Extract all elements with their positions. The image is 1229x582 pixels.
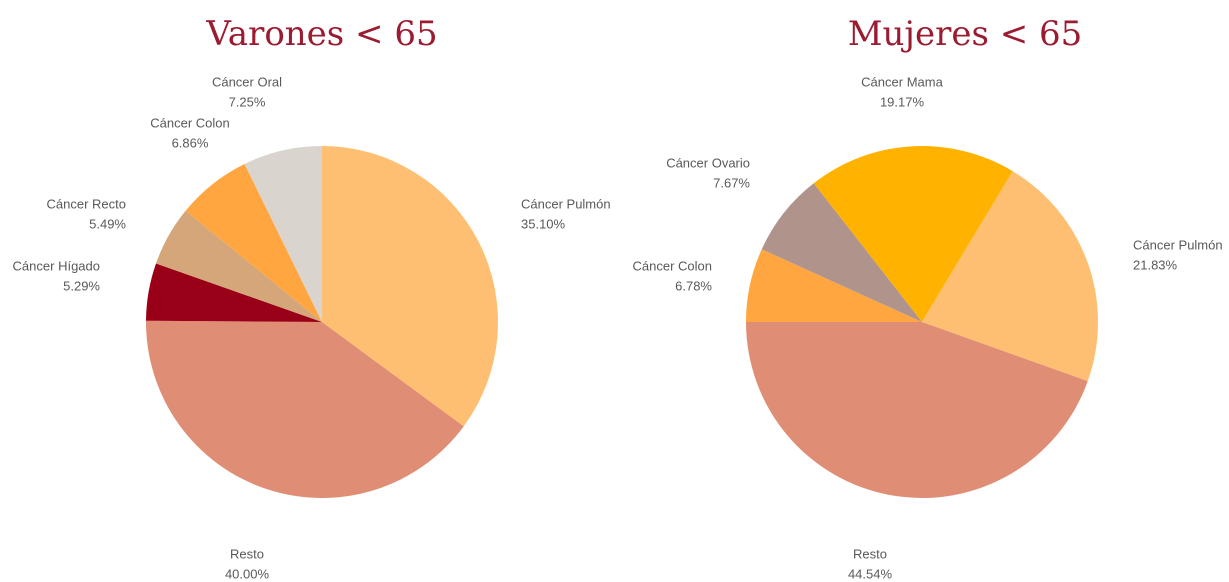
slice-value: 6.78%: [675, 278, 712, 293]
chart-title: Varones < 65: [205, 14, 437, 54]
slice-value: 19.17%: [880, 94, 925, 109]
slice-label: Cáncer Mama: [861, 74, 943, 89]
pie-slice: [813, 146, 1013, 322]
slice-value: 5.49%: [89, 216, 126, 231]
slice-value: 5.29%: [63, 278, 100, 293]
pie-slice: [922, 171, 1098, 382]
pie-slice: [746, 249, 922, 323]
pie-slice: [322, 146, 499, 427]
slice-value: 7.67%: [713, 175, 750, 190]
slice-label: Cáncer Pulmón: [521, 196, 611, 211]
slice-label: Cáncer Pulmón: [1133, 237, 1223, 252]
slice-label: Cáncer Ovario: [666, 155, 750, 170]
slice-value: 7.25%: [229, 94, 266, 109]
slice-value: 6.86%: [172, 135, 209, 150]
slice-value: 40.00%: [225, 566, 270, 581]
slice-label: Cáncer Recto: [47, 196, 126, 211]
pie-slice: [185, 163, 322, 322]
pie-slice: [761, 183, 922, 322]
slice-value: 44.54%: [848, 566, 893, 581]
slice-label: Cáncer Colon: [633, 258, 713, 273]
slice-label: Cáncer Colon: [150, 115, 230, 130]
pie-slice: [746, 322, 1088, 498]
pie-slice: [146, 263, 322, 322]
slice-label: Resto: [230, 546, 264, 561]
pie-slice: [146, 320, 464, 499]
pie-slice: [244, 146, 322, 322]
pie-slice: [156, 210, 322, 322]
slice-label: Cáncer Hígado: [13, 258, 100, 273]
slice-value: 21.83%: [1133, 257, 1178, 272]
slice-value: 35.10%: [521, 216, 566, 231]
slice-label: Cáncer Oral: [212, 74, 282, 89]
chart-title: Mujeres < 65: [848, 14, 1083, 54]
slice-label: Resto: [853, 546, 887, 561]
